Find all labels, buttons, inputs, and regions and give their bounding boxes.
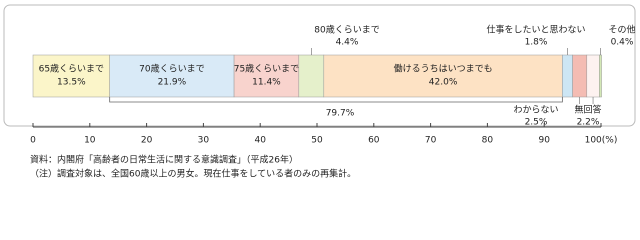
- x-tick-label: 50: [311, 136, 323, 146]
- bar-segment: [562, 54, 573, 98]
- x-tick-label: 40: [254, 136, 266, 146]
- segment-label: 70歳くらいまで: [139, 63, 204, 75]
- value-label: 21.9%: [158, 78, 187, 88]
- value-label: 0.4%: [611, 38, 634, 48]
- x-tick-label: 10: [84, 136, 96, 146]
- segment-label: その他: [608, 24, 635, 36]
- annotation: 79.7%: [326, 109, 355, 119]
- value-label: 2.5%: [525, 118, 548, 128]
- bar-segment: [32, 54, 110, 98]
- bar-segment: [586, 54, 600, 98]
- bar-segment: [298, 54, 325, 98]
- x-tick-label: 90: [538, 136, 550, 146]
- note: （注）調査対象は、全国60歳以上の男女。現在仕事をしている者のみの再集計。: [30, 168, 356, 180]
- value-label: 2.2%: [577, 118, 600, 128]
- segment-label: 仕事をしたいと思わない: [486, 24, 585, 36]
- bar-segment: [323, 54, 563, 98]
- segment-label: 80歳くらいまで: [314, 24, 379, 36]
- bracket: [109, 97, 563, 103]
- value-label: 13.5%: [57, 78, 86, 88]
- frame: [3, 4, 636, 127]
- segment-label: 65歳くらいまで: [39, 63, 104, 75]
- x-tick-label: 70: [425, 136, 437, 146]
- source: 資料：内閣府「高齢者の日常生活に関する意識調査」（平成26年）: [30, 154, 298, 166]
- value-label: 11.4%: [252, 78, 281, 88]
- x-tick-label: 30: [198, 136, 210, 146]
- page: {"chart_data": {"type": "stacked-bar", "…: [3, 4, 636, 180]
- bar-segment: [233, 54, 300, 98]
- value-label: 1.8%: [525, 38, 548, 48]
- segment-label: 働けるうちはいつまでも: [394, 63, 493, 75]
- x-tick-label: 100(%): [585, 136, 618, 146]
- segment-label: 75歳くらいまで: [234, 63, 299, 75]
- value-label: 42.0%: [429, 78, 458, 88]
- segment-label: わからない: [513, 105, 558, 116]
- x-tick-label: 60: [368, 136, 380, 146]
- value-label: 4.4%: [336, 38, 359, 48]
- x-tick-label: 80: [482, 136, 494, 146]
- bar-segment: [109, 54, 235, 98]
- bar-segment: [599, 54, 602, 98]
- x-tick-label: 0: [30, 136, 36, 146]
- segment-label: 無回答: [574, 104, 601, 116]
- x-tick-label: 20: [141, 136, 153, 146]
- chart: 資料：内閣府「高齢者の日常生活に関する意識調査」（平成26年） （注）調査対象は…: [3, 4, 636, 180]
- bar-segment: [572, 54, 588, 98]
